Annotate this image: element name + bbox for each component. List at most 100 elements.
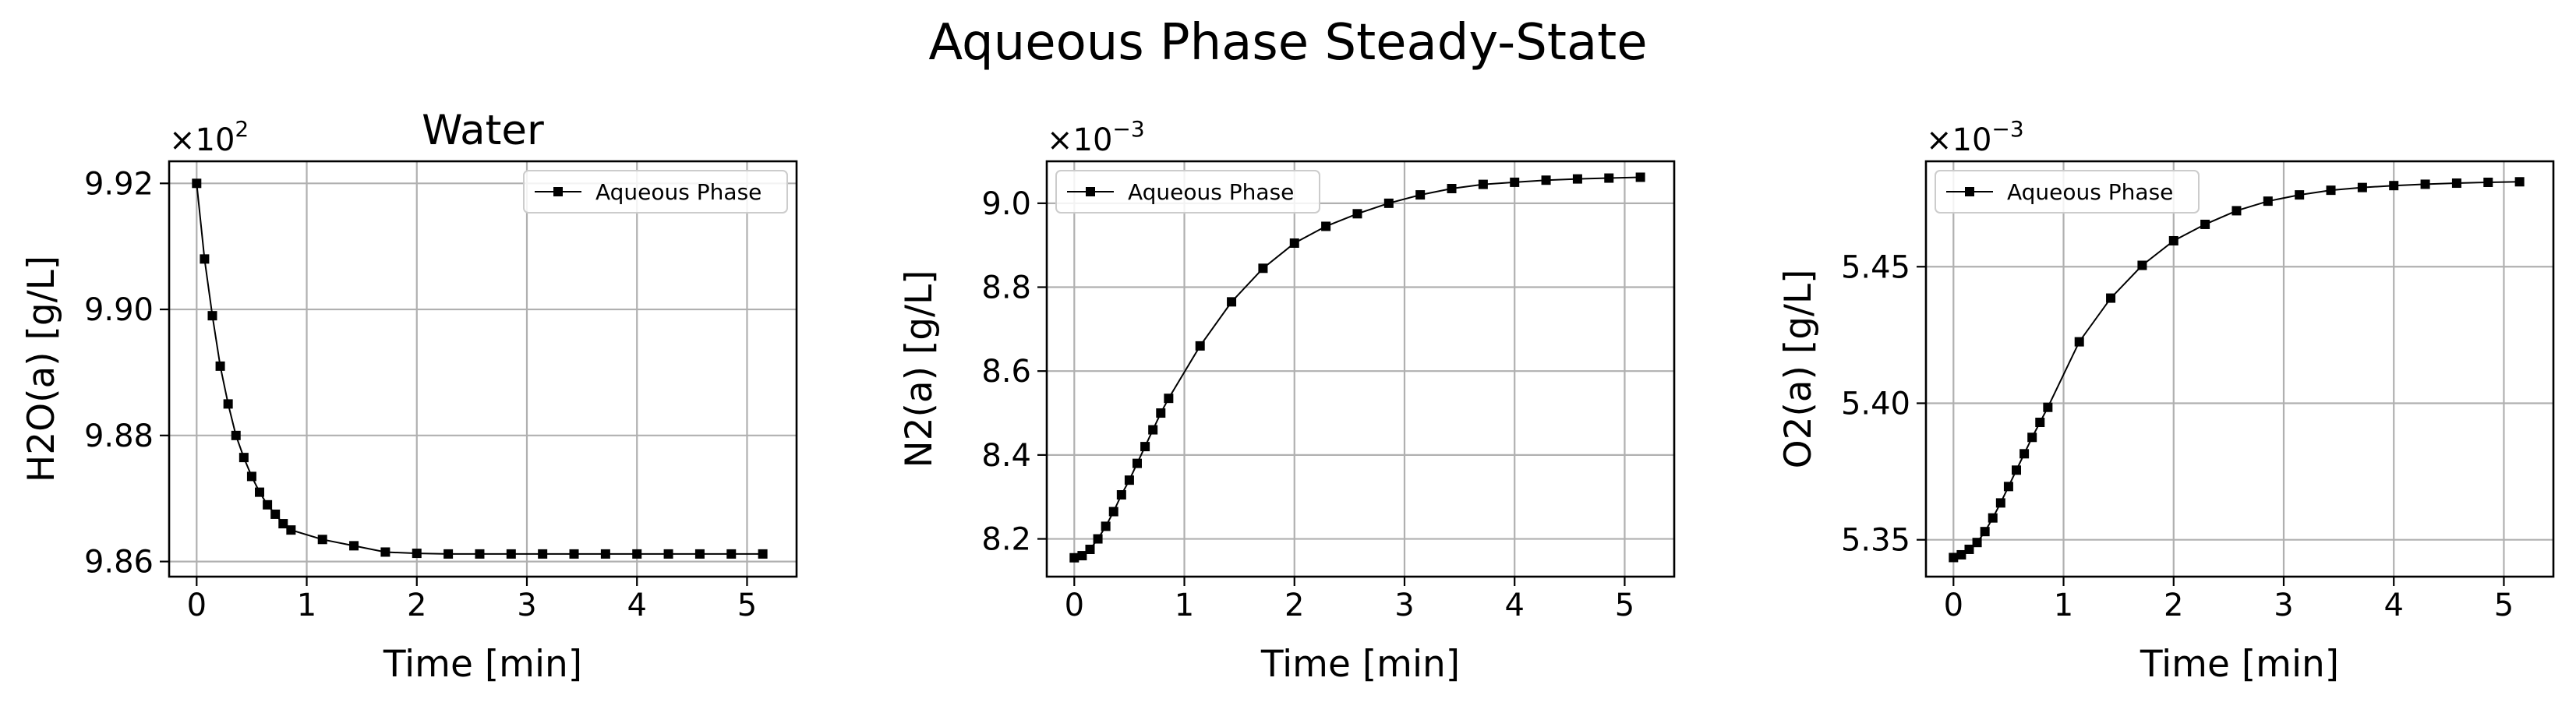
y-tick-label: 8.8 <box>981 270 1031 306</box>
data-point <box>231 430 241 440</box>
data-point <box>600 549 610 559</box>
y-tick-label: 9.92 <box>84 166 154 202</box>
data-point <box>726 549 737 559</box>
data-point <box>223 399 233 409</box>
data-point <box>758 549 768 559</box>
data-point <box>1635 172 1645 182</box>
axis-multiplier: ×10−3 <box>1047 116 1145 158</box>
x-axis-label: Time [min] <box>383 643 582 686</box>
data-point <box>506 549 516 559</box>
y-tick-label: 9.0 <box>981 186 1031 222</box>
y-tick-label: 5.40 <box>1841 386 1910 422</box>
data-point <box>1164 394 1174 404</box>
figure-title: Aqueous Phase Steady-State <box>928 14 1648 72</box>
data-point <box>2019 449 2030 459</box>
x-tick-label: 5 <box>1615 588 1634 623</box>
data-point <box>1478 179 1488 189</box>
data-point <box>1148 425 1158 435</box>
data-point <box>412 549 422 559</box>
y-tick-label: 5.45 <box>1841 249 1910 285</box>
data-point <box>317 535 327 545</box>
data-point <box>278 519 288 529</box>
legend-box <box>523 170 788 214</box>
data-point <box>207 311 217 321</box>
data-point <box>1108 507 1118 517</box>
x-tick-label: 3 <box>1394 588 1414 623</box>
data-point <box>1195 341 1205 351</box>
x-tick-label: 4 <box>627 588 646 623</box>
legend-marker <box>1086 187 1095 196</box>
legend-marker <box>553 187 563 196</box>
x-tick-label: 0 <box>187 588 207 623</box>
data-point <box>1988 513 1998 523</box>
y-axis-label: N2(a) [g/L] <box>898 270 941 468</box>
data-point <box>2027 432 2037 443</box>
y-tick-label: 8.2 <box>981 522 1031 558</box>
y-axis-label: O2(a) [g/L] <box>1777 270 1820 469</box>
x-tick-label: 0 <box>1065 588 1084 623</box>
x-axis-label: Time [min] <box>1260 643 1460 686</box>
x-tick-label: 4 <box>2383 588 2403 623</box>
y-tick-label: 5.35 <box>1841 523 1910 559</box>
data-point <box>1541 175 1551 185</box>
data-point <box>246 471 256 482</box>
legend-label: Aqueous Phase <box>2007 179 2173 205</box>
data-point <box>475 549 485 559</box>
data-point <box>1077 551 1087 561</box>
x-tick-label: 4 <box>1504 588 1524 623</box>
data-point <box>2514 177 2525 187</box>
data-point <box>1085 545 1095 555</box>
y-tick-label: 9.88 <box>84 418 154 454</box>
data-point <box>1116 490 1126 500</box>
data-point <box>2106 293 2116 303</box>
data-point <box>569 549 579 559</box>
legend-box <box>1055 170 1320 214</box>
data-point <box>192 178 202 189</box>
data-point <box>2074 337 2084 347</box>
x-tick-label: 3 <box>517 588 536 623</box>
data-point <box>663 549 673 559</box>
axes-frame <box>1924 160 2555 578</box>
axes-frame <box>168 160 798 578</box>
data-point <box>255 487 265 497</box>
x-tick-label: 3 <box>2274 588 2293 623</box>
data-point <box>1964 544 1974 554</box>
subplot-title: Water <box>422 107 544 154</box>
y-axis-label: H2O(a) [g/L] <box>20 256 63 482</box>
series-line <box>1952 181 2520 559</box>
data-point <box>694 549 705 559</box>
data-point <box>2420 179 2430 189</box>
data-point <box>2389 181 2399 191</box>
x-tick-label: 2 <box>407 588 426 623</box>
x-tick-label: 0 <box>1944 588 1963 623</box>
data-point <box>1415 190 1426 200</box>
legend: Aqueous Phase <box>1055 170 1320 214</box>
series-line <box>196 183 763 555</box>
data-point <box>349 541 359 551</box>
data-point <box>1140 442 1150 452</box>
data-point <box>2357 182 2367 192</box>
data-point <box>1980 527 1990 537</box>
data-point <box>1510 177 1520 187</box>
data-point <box>239 453 249 463</box>
data-point <box>1572 174 1582 184</box>
x-axis-label: Time [min] <box>2140 643 2339 686</box>
data-point <box>1321 221 1331 231</box>
data-point <box>380 547 390 557</box>
y-tick-label: 9.86 <box>84 545 154 581</box>
x-tick-label: 2 <box>2164 588 2183 623</box>
data-point <box>1352 209 1362 219</box>
data-point <box>2263 196 2273 207</box>
data-point <box>1093 534 1103 544</box>
data-point <box>1995 498 2005 508</box>
x-tick-label: 5 <box>2494 588 2514 623</box>
data-point <box>1069 552 1080 563</box>
chart-panel-2: 0 1 2 3 4 5 8.2 8.4 8.6 8.8 9.0 Time [min] N2(a) [g/… <box>898 116 1676 686</box>
data-point <box>1604 173 1614 183</box>
data-point <box>2326 185 2336 196</box>
data-point <box>1124 475 1134 485</box>
legend: Aqueous Phase <box>1935 170 2200 214</box>
x-tick-label: 1 <box>297 588 316 623</box>
legend-marker <box>1965 187 1974 196</box>
